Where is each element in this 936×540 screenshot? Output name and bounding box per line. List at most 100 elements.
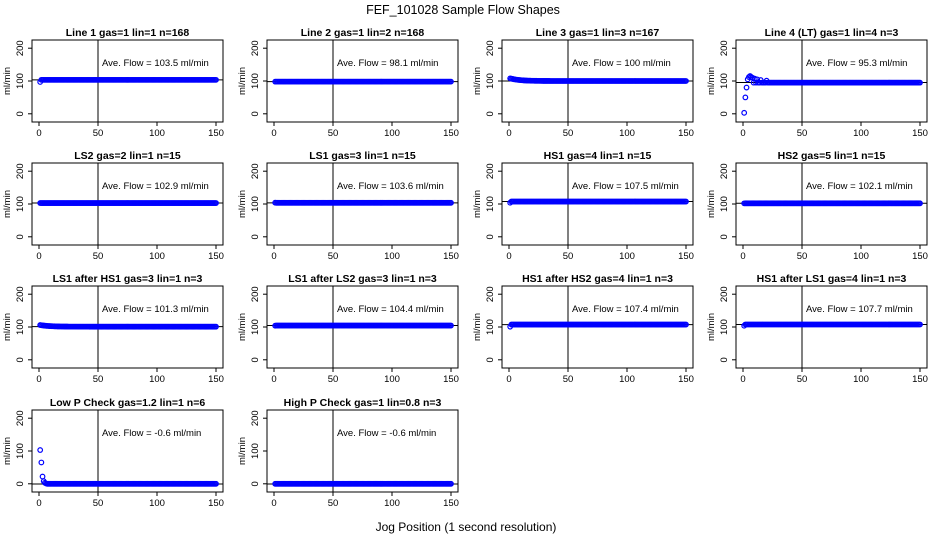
x-tick-label: 0 xyxy=(271,374,276,385)
panel: HS1 after HS2 gas=4 lin=1 n=3 0 100 200ml/m… xyxy=(472,273,694,385)
x-tick-label: 100 xyxy=(149,498,165,509)
y-axis-label: ml/min xyxy=(237,313,248,341)
data-point xyxy=(213,323,219,330)
data-point xyxy=(742,94,749,101)
data-point xyxy=(746,74,752,80)
x-tick-label: 0 xyxy=(271,498,276,509)
y-axis-label: ml/min xyxy=(2,313,13,341)
y-tick-label: 100 xyxy=(15,443,26,459)
panel-title: LS1 gas=3 lin=1 n=15 xyxy=(309,150,416,162)
data-point xyxy=(683,321,689,328)
panel-title: HS1 after HS2 gas=4 lin=1 n=3 xyxy=(522,273,673,285)
x-tick-label: 0 xyxy=(740,251,745,262)
average-flow-annotation: Ave. Flow = 98.1 ml/min xyxy=(337,58,438,69)
y-tick-label: 100 xyxy=(485,73,496,89)
average-flow-annotation: Ave. Flow = 103.6 ml/min xyxy=(337,181,444,192)
y-tick-label: 200 xyxy=(250,40,261,56)
data-point xyxy=(683,198,689,205)
x-tick-label: 50 xyxy=(328,498,339,509)
x-tick-label: 100 xyxy=(149,128,165,139)
y-tick-label: 100 xyxy=(15,196,26,212)
x-tick-label: 100 xyxy=(384,498,400,509)
data-point xyxy=(213,480,219,487)
y-tick-label: 200 xyxy=(485,40,496,56)
panel-title: Line 3 gas=1 lin=3 n=167 xyxy=(536,27,660,39)
x-tick-label: 100 xyxy=(384,128,400,139)
x-tick-label: 0 xyxy=(271,251,276,262)
x-tick-label: 0 xyxy=(36,374,41,385)
x-tick-label: 100 xyxy=(384,374,400,385)
y-axis-label: ml/min xyxy=(472,313,483,341)
y-axis-label: ml/min xyxy=(706,67,717,95)
y-tick-label: 0 xyxy=(485,234,496,239)
y-tick-label: 0 xyxy=(485,111,496,116)
x-tick-label: 150 xyxy=(678,128,694,139)
y-tick-label: 200 xyxy=(15,286,26,302)
panel: LS1 after HS1 gas=3 lin=1 n=3 0 100 200ml/m… xyxy=(2,273,224,385)
y-axis-label: ml/min xyxy=(2,437,13,465)
panel-title: LS1 after HS1 gas=3 lin=1 n=3 xyxy=(53,273,203,285)
average-flow-annotation: Ave. Flow = 102.9 ml/min xyxy=(102,181,209,192)
x-tick-label: 150 xyxy=(443,128,459,139)
x-tick-label: 50 xyxy=(328,251,339,262)
average-flow-annotation: Ave. Flow = 107.4 ml/min xyxy=(572,304,679,315)
x-tick-label: 100 xyxy=(619,128,635,139)
y-tick-label: 200 xyxy=(15,163,26,179)
x-tick-label: 100 xyxy=(853,128,869,139)
x-tick-label: 50 xyxy=(797,128,808,139)
y-tick-label: 200 xyxy=(250,286,261,302)
y-tick-label: 100 xyxy=(250,443,261,459)
data-point xyxy=(741,109,748,116)
x-tick-label: 50 xyxy=(93,251,104,262)
y-tick-label: 0 xyxy=(250,481,261,486)
y-tick-label: 200 xyxy=(719,286,730,302)
y-tick-label: 100 xyxy=(485,196,496,212)
y-tick-label: 0 xyxy=(719,357,730,362)
panel-title: Line 4 (LT) gas=1 lin=4 n=3 xyxy=(765,27,899,39)
y-axis-label: ml/min xyxy=(706,190,717,218)
y-tick-label: 0 xyxy=(719,234,730,239)
y-axis-label: ml/min xyxy=(472,190,483,218)
y-axis-label: ml/min xyxy=(706,313,717,341)
x-tick-label: 50 xyxy=(328,128,339,139)
panel-title: Low P Check gas=1.2 lin=1 n=6 xyxy=(50,397,205,409)
y-tick-label: 100 xyxy=(719,73,730,89)
data-point xyxy=(917,200,923,207)
data-point xyxy=(683,78,689,84)
y-tick-label: 200 xyxy=(250,410,261,426)
x-tick-label: 150 xyxy=(208,251,224,262)
panel-title: HS1 gas=4 lin=1 n=15 xyxy=(544,150,652,162)
x-tick-label: 0 xyxy=(36,498,41,509)
panel-title: High P Check gas=1 lin=0.8 n=3 xyxy=(284,397,442,409)
panel: LS1 after LS2 gas=3 lin=1 n=3 0 100 200ml/m… xyxy=(237,273,459,385)
x-tick-label: 50 xyxy=(563,128,574,139)
panel-title: HS2 gas=5 lin=1 n=15 xyxy=(778,150,886,162)
x-tick-label: 100 xyxy=(149,374,165,385)
data-point xyxy=(37,447,44,453)
y-tick-label: 0 xyxy=(15,357,26,362)
y-tick-label: 200 xyxy=(719,163,730,179)
y-tick-label: 200 xyxy=(15,410,26,426)
average-flow-annotation: Ave. Flow = 100 ml/min xyxy=(572,58,671,69)
y-tick-label: 100 xyxy=(15,73,26,89)
x-tick-label: 150 xyxy=(208,498,224,509)
panel-title: Line 2 gas=1 lin=2 n=168 xyxy=(301,27,425,39)
data-point xyxy=(38,459,45,466)
y-tick-label: 100 xyxy=(485,319,496,335)
panel: HS1 after LS1 gas=4 lin=1 n=3 0 100 200ml/m… xyxy=(706,273,928,385)
plot-frame xyxy=(31,409,224,493)
y-tick-label: 0 xyxy=(485,357,496,362)
x-tick-label: 0 xyxy=(36,128,41,139)
y-tick-label: 0 xyxy=(250,111,261,116)
panel: Line 4 (LT) gas=1 lin=4 n=3 0 100 200ml/min… xyxy=(706,27,928,139)
x-tick-label: 100 xyxy=(853,251,869,262)
x-tick-label: 150 xyxy=(443,498,459,509)
y-tick-label: 200 xyxy=(485,286,496,302)
